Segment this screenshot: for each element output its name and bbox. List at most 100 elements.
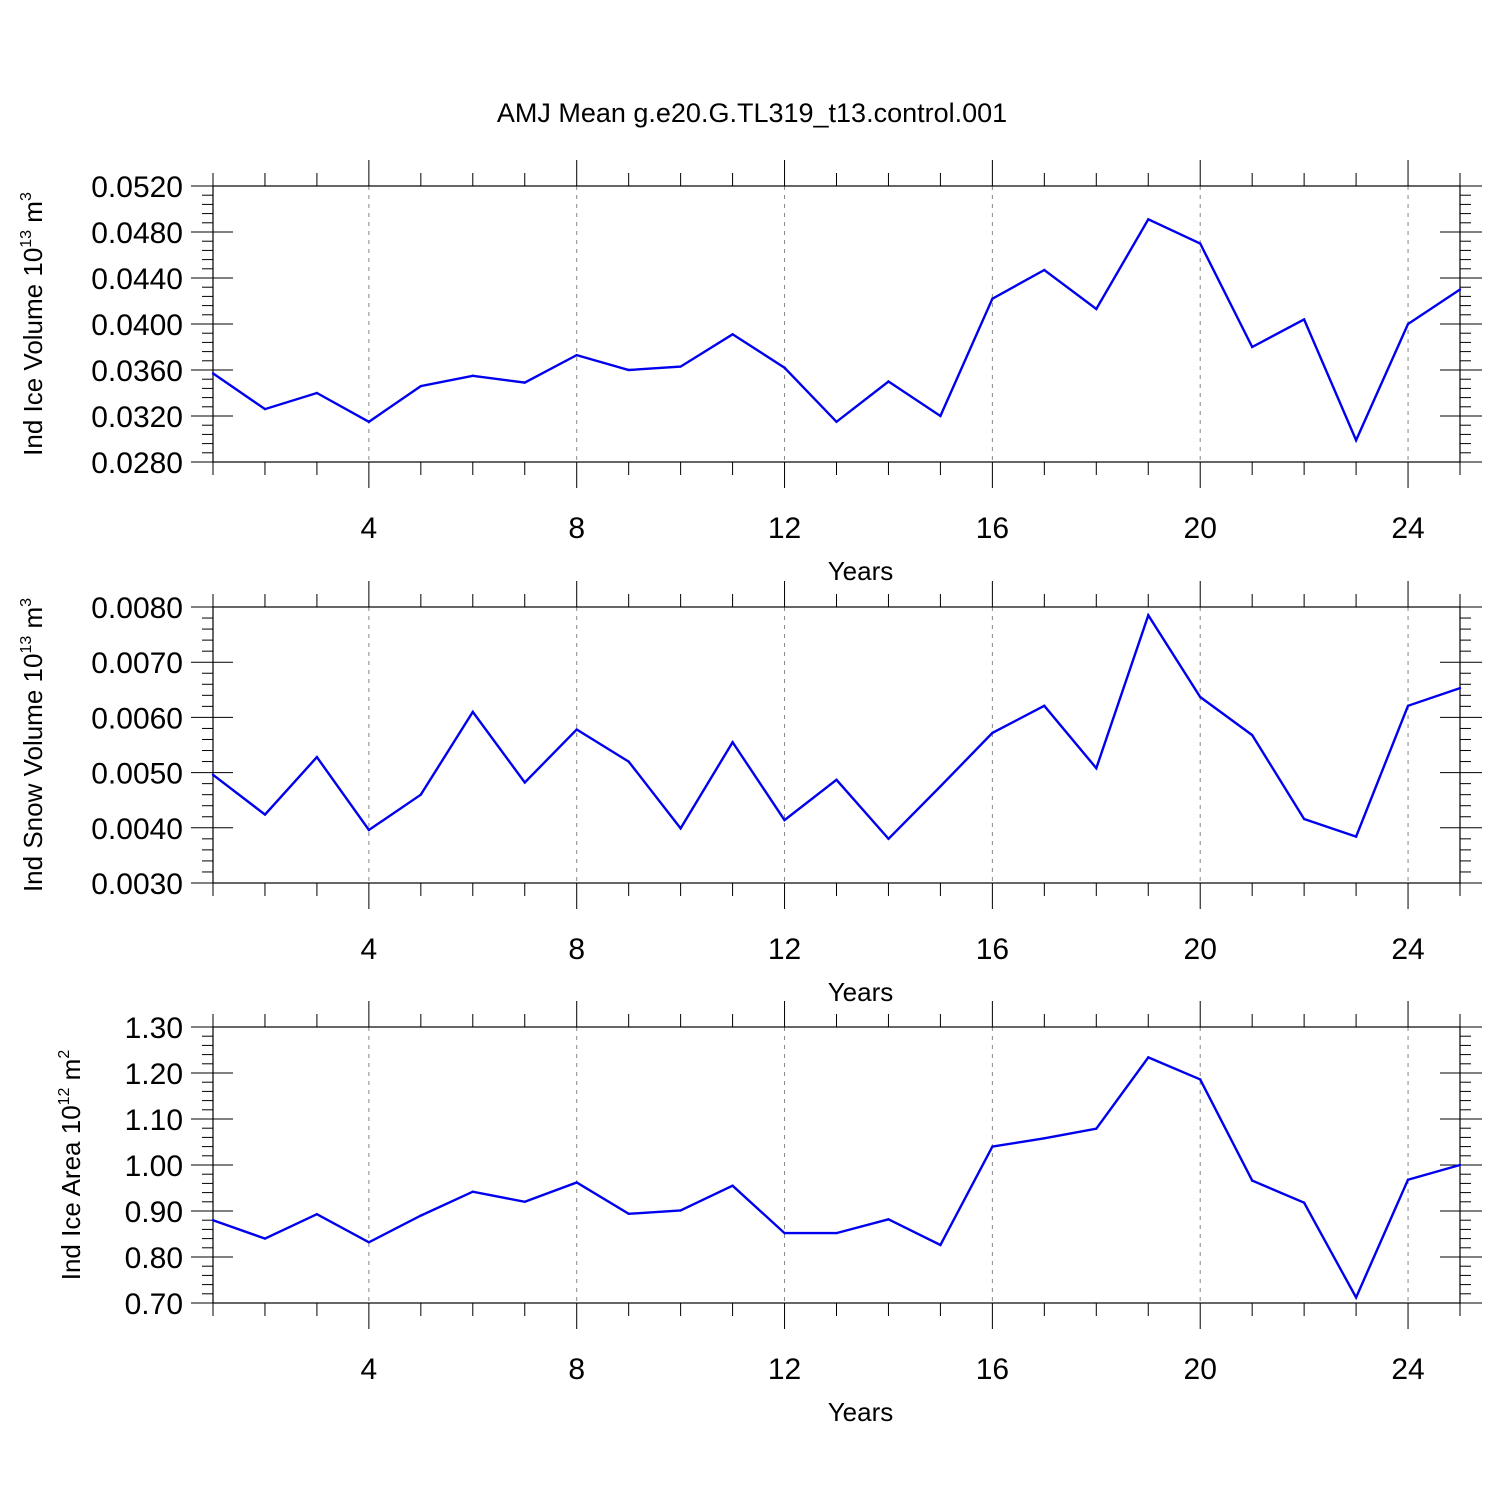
y-tick-label: 1.00 [125,1150,183,1183]
y-tick-label: 0.90 [125,1196,183,1229]
data-point [315,391,319,395]
y-tick-label: 0.0320 [91,401,183,434]
y-tick-label: 1.10 [125,1104,183,1137]
data-point [835,1231,838,1235]
data-point [1406,1178,1410,1181]
data-point [1406,322,1410,326]
data-point [627,1212,630,1215]
data-point [1250,733,1254,737]
data-point [211,1219,215,1222]
data-point [471,710,474,714]
data-point [419,793,423,796]
data-point [1043,268,1046,272]
panel-3: 4 8 12 16 20 24 Years 0.70 0.80 0.90 1.00 1.10 1.20 1… [56,1001,1482,1427]
data-point [1458,288,1462,291]
panel-2: 4 8 12 16 20 24 Years 0.0030 0.0040 0.0050 0.0060 0… [18,581,1482,1007]
x-tick-label: 8 [568,933,585,966]
y-tick-label: 1.20 [125,1058,183,1091]
series-line [212,217,1461,444]
x-tick-label: 20 [1184,1353,1217,1386]
data-point [783,366,786,369]
x-tick-label: 4 [361,512,378,545]
x-tick-label: 16 [976,1353,1009,1386]
x-tick-label: 24 [1391,1353,1424,1386]
y-tick-label: 0.0080 [91,592,183,625]
data-point [367,420,371,423]
data-point [471,374,474,377]
y-tick-label: 0.0030 [91,868,183,901]
data-point [263,813,267,816]
data-point [1043,1137,1046,1140]
data-point [471,1190,474,1193]
y-tick-label: 0.0360 [91,355,183,388]
y-tick-label: 0.70 [125,1288,183,1321]
data-point [1147,1056,1150,1059]
data-point [1354,438,1358,442]
panel-1: 4 8 12 16 20 24 Years 0.0280 0.0320 0.0360 0.0400 0… [18,160,1482,586]
y-axis-title: Ind Snow Volume 1013 m3 [18,598,48,892]
y-tick-label: 0.0040 [91,813,183,846]
data-point [991,297,994,300]
plot-frame [212,1026,1461,1304]
data-point [1147,614,1150,617]
data-point [1302,1201,1306,1204]
data-point [1354,835,1358,838]
x-tick-label: 8 [568,1353,585,1386]
data-point [419,384,423,388]
data-point [887,1218,890,1221]
data-point [783,1231,786,1235]
y-tick-label: 0.0050 [91,758,183,791]
x-tick-label: 4 [361,933,378,966]
x-tick-label: 16 [976,933,1009,966]
x-axis-title: Years [828,977,894,1007]
x-axis-title: Years [828,556,894,586]
x-tick-label: 20 [1184,933,1217,966]
data-point [367,1241,371,1244]
data-point [1095,1127,1098,1130]
data-point [575,1181,578,1184]
data-point [679,1209,682,1212]
y-tick-label: 0.0480 [91,217,183,250]
x-tick-label: 20 [1184,512,1217,545]
y-tick-label: 0.0400 [91,309,183,342]
data-point [523,781,526,784]
x-tick-label: 4 [361,1353,378,1386]
data-point [211,372,215,375]
y-tick-label: 0.0060 [91,702,183,735]
data-point [1406,704,1410,708]
y-tick-label: 0.0280 [91,447,183,480]
data-point [783,818,786,822]
series-line [212,1055,1461,1301]
data-point [419,1214,423,1217]
data-point [1199,1078,1202,1081]
y-axis-title: Ind Ice Area 1012 m2 [56,1050,86,1281]
data-point [835,778,838,781]
data-point [627,760,630,763]
data-point [1250,1179,1254,1182]
data-point [939,785,942,788]
data-point [835,420,838,423]
data-point [679,827,682,830]
data-point [627,368,630,372]
data-point [731,1184,734,1187]
data-point [1302,817,1306,821]
y-tick-label: 0.0070 [91,647,183,680]
x-tick-label: 24 [1391,933,1424,966]
x-tick-label: 8 [568,512,585,545]
x-tick-label: 16 [976,512,1009,545]
data-point [523,1200,526,1204]
data-point [1302,318,1306,321]
x-tick-label: 24 [1391,512,1424,545]
data-point [991,1145,994,1148]
y-tick-label: 0.0520 [91,171,183,204]
data-point [1095,307,1098,311]
x-tick-label: 12 [768,512,801,545]
data-point [1250,345,1254,349]
data-point [1458,1163,1462,1167]
data-point [211,773,215,777]
data-point [679,365,682,368]
x-axis-title: Years [828,1397,894,1427]
plot-frame [212,606,1461,884]
y-tick-label: 1.30 [125,1012,183,1045]
